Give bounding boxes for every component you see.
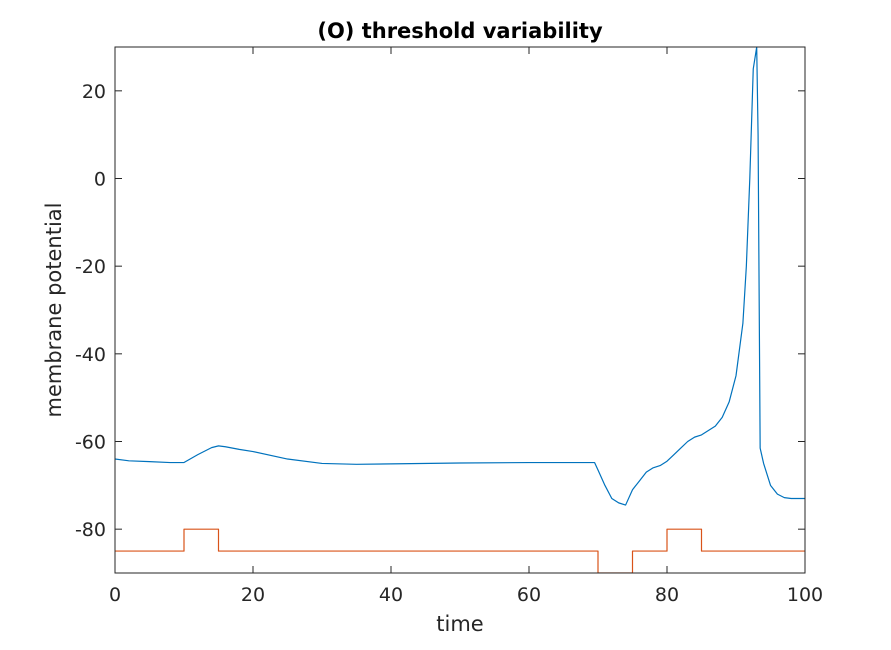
y-tick-label: -20 [75, 256, 106, 278]
y-tick-label: -80 [75, 519, 106, 541]
y-tick-label: -60 [75, 432, 106, 454]
x-tick-label: 20 [241, 584, 265, 606]
x-axis-label: time [436, 612, 483, 636]
x-tick-label: 40 [379, 584, 403, 606]
x-tick-label: 60 [517, 584, 541, 606]
x-tick-label: 100 [787, 584, 823, 606]
series-line-1 [115, 47, 805, 506]
x-tick-label: 80 [655, 584, 679, 606]
chart-title: (O) threshold variability [317, 19, 603, 43]
series-line-2 [115, 528, 805, 573]
y-tick-label: 20 [82, 81, 106, 103]
axes-box [114, 46, 806, 574]
x-tick-label: 0 [109, 584, 121, 606]
y-tick-label: 0 [94, 169, 106, 191]
y-tick-label: -40 [75, 344, 106, 366]
y-axis-label: membrane potential [42, 203, 66, 418]
plot-area [115, 47, 805, 573]
